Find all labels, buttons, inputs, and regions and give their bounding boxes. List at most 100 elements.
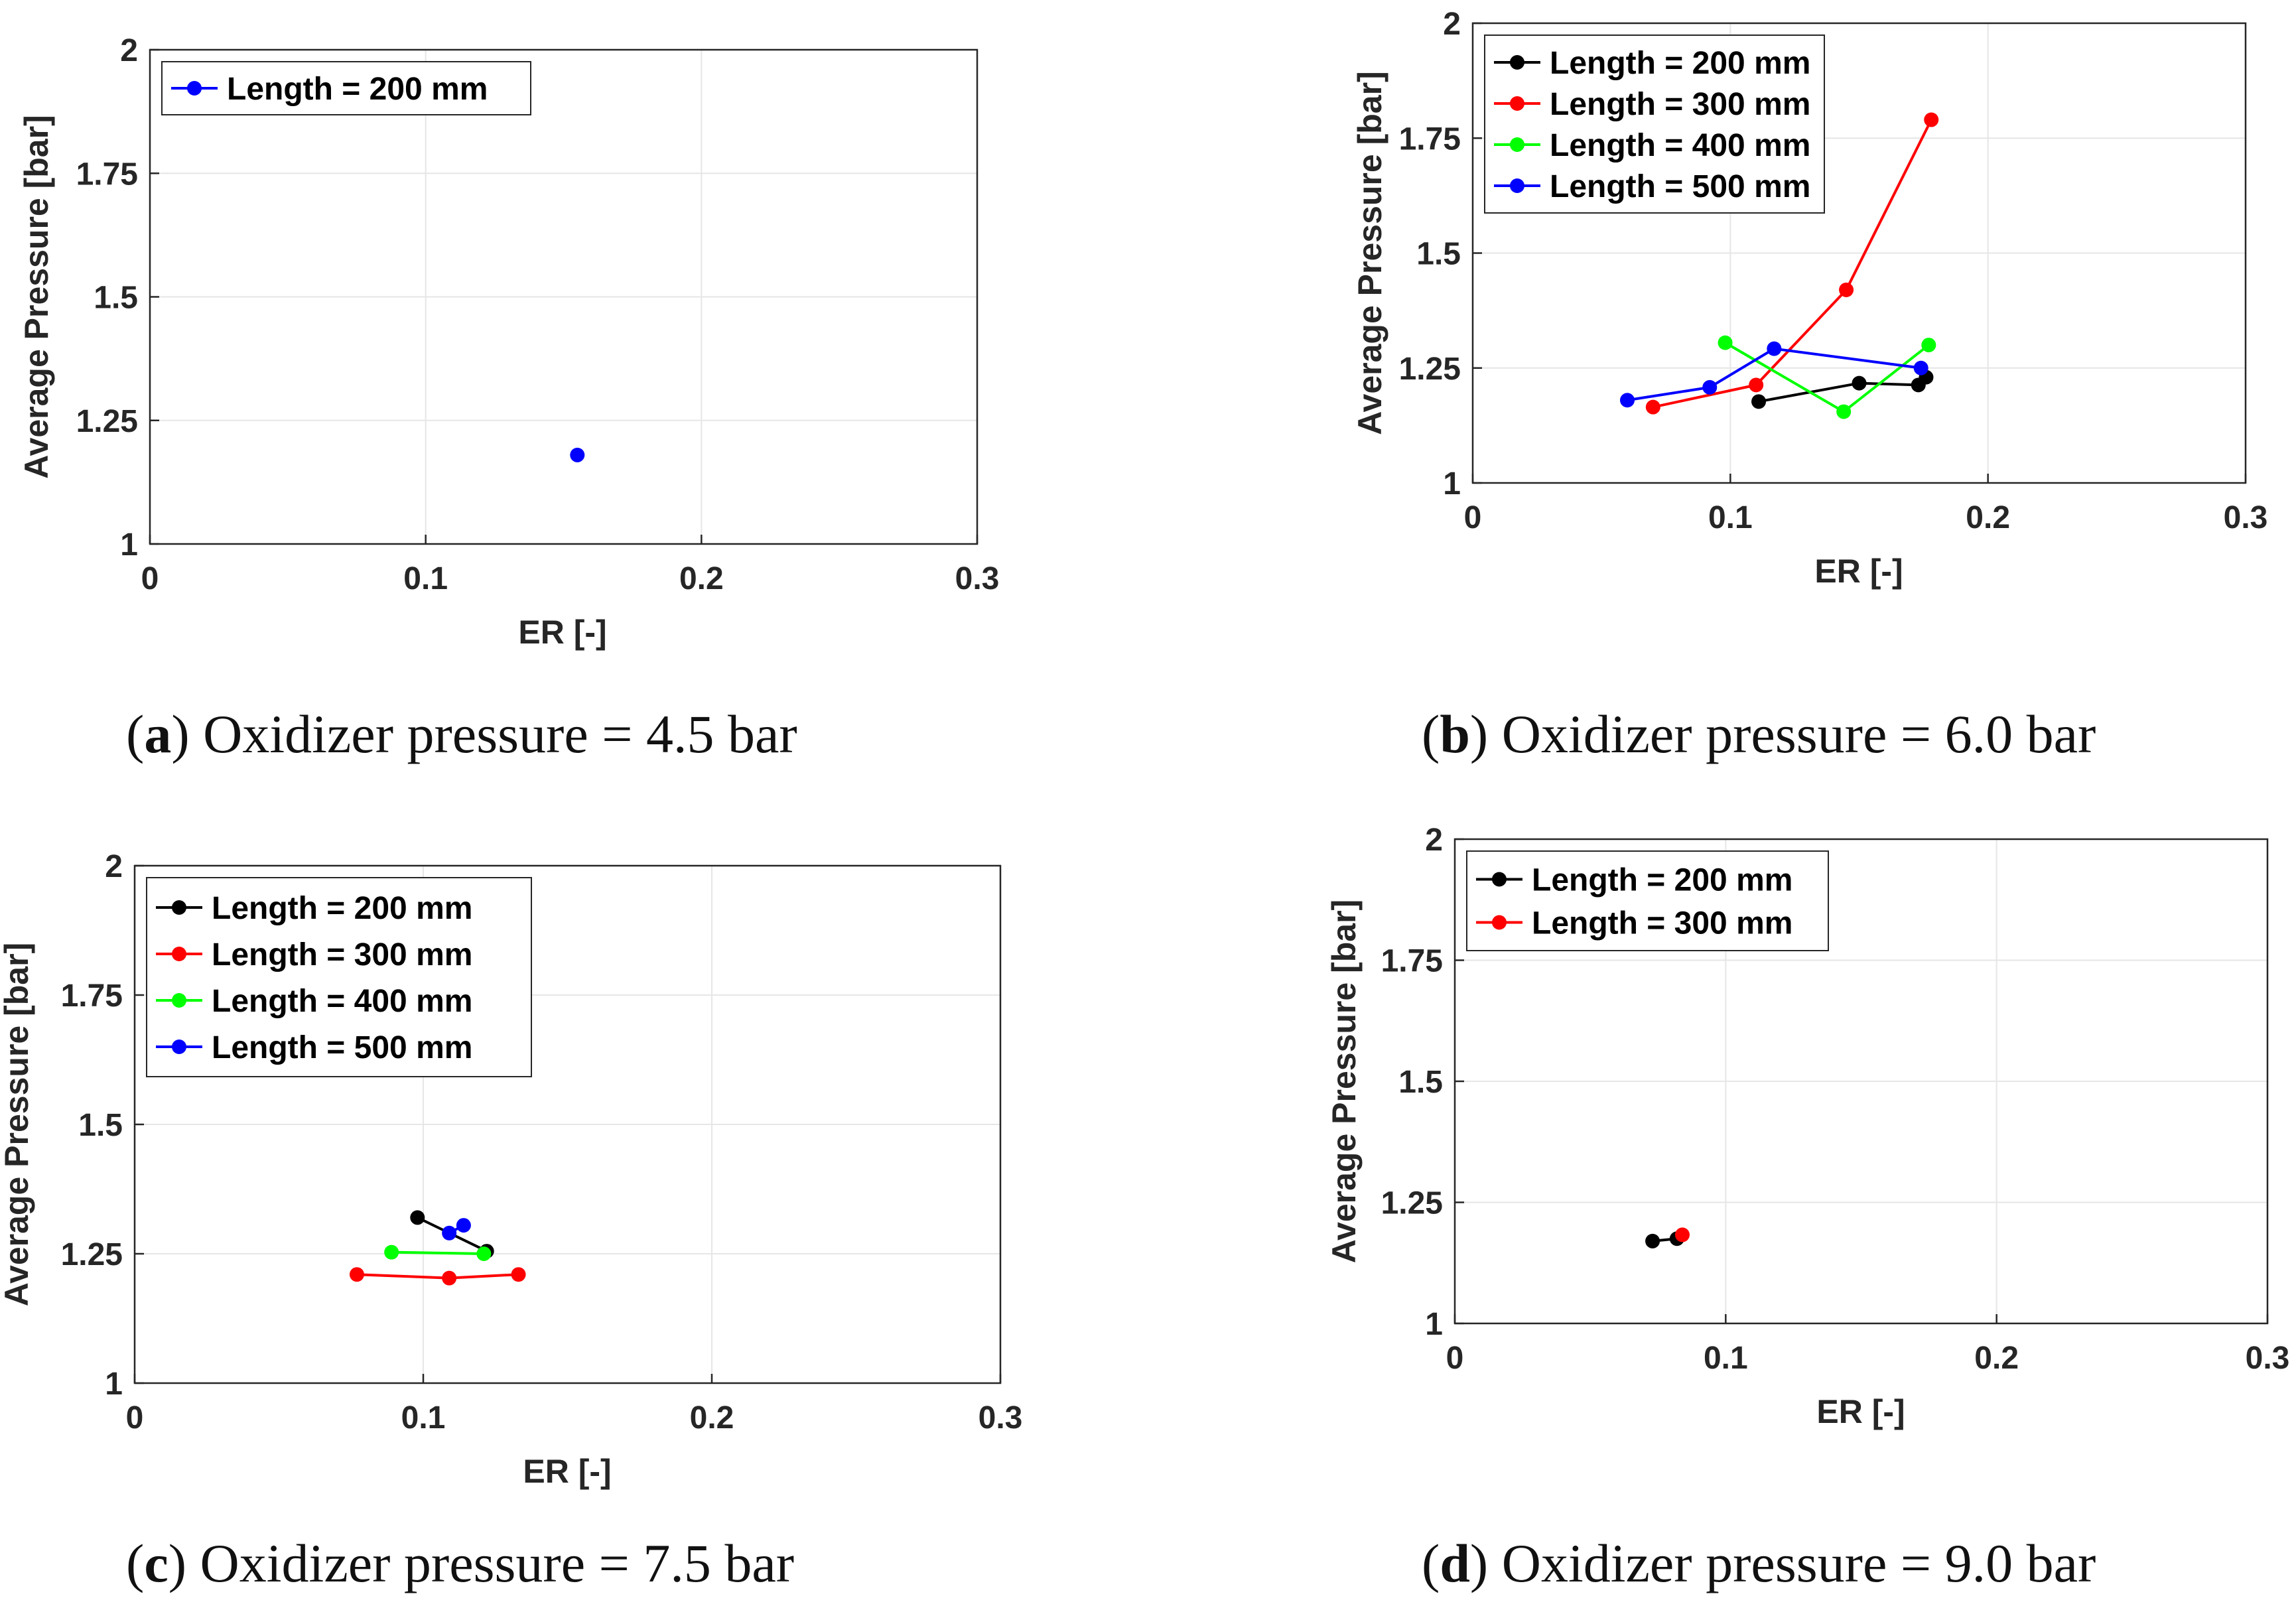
legend-box	[146, 877, 532, 1077]
legend-swatch-marker	[1510, 178, 1524, 193]
legend-swatch-marker	[172, 993, 186, 1008]
y-tick-label: 1	[105, 1367, 123, 1402]
caption-c-letter: c	[144, 1533, 169, 1593]
legend-swatch-marker	[1510, 96, 1524, 111]
data-point	[570, 447, 585, 462]
data-point	[1645, 1233, 1660, 1248]
legend-box	[1484, 34, 1825, 214]
y-tick-label: 1.5	[94, 281, 138, 316]
y-tick-label: 1.25	[76, 404, 138, 439]
y-tick-label: 1.5	[78, 1108, 123, 1143]
y-tick-label: 1.75	[1381, 944, 1443, 979]
legend-box	[161, 61, 531, 115]
data-point	[511, 1267, 526, 1282]
legend-entry-label: Length = 400 mm	[212, 984, 472, 1019]
data-point	[1913, 360, 1928, 375]
series-line-2	[1653, 119, 1933, 409]
data-point	[1751, 394, 1767, 409]
x-tick-label: 0	[1446, 1341, 1464, 1376]
y-tick-label: 1.75	[76, 157, 138, 192]
legend-entry-label: Length = 200 mm	[1550, 46, 1810, 81]
legend-swatch-marker	[172, 1040, 186, 1054]
y-axis-label: Average Pressure [bar]	[1351, 71, 1388, 435]
data-point	[1645, 399, 1660, 415]
x-tick-label: 0	[141, 561, 159, 596]
x-tick-label: 0	[126, 1400, 144, 1436]
y-tick-label: 2	[1443, 7, 1461, 42]
y-tick-label: 1	[120, 527, 138, 563]
legend-swatch-marker	[172, 900, 186, 915]
legend-swatch-marker	[1510, 55, 1524, 70]
caption-a-text: Oxidizer pressure = 4.5 bar	[203, 704, 797, 764]
x-tick-label: 0.1	[1704, 1341, 1748, 1376]
y-axis-label: Average Pressure [bar]	[0, 943, 35, 1306]
y-tick-label: 1	[1425, 1307, 1443, 1342]
data-point	[476, 1246, 492, 1261]
y-tick-label: 1.75	[61, 978, 123, 1014]
caption-c-text: Oxidizer pressure = 7.5 bar	[200, 1533, 795, 1593]
legend-entry-label: Length = 200 mm	[227, 72, 488, 107]
data-point	[456, 1218, 471, 1233]
x-axis-label: ER [-]	[1816, 1393, 1905, 1430]
legend-swatch-marker	[1492, 872, 1507, 887]
chart-a: 0 0.1 0.2 0.3 1 1.25 1.5 1.75 2 ER [-] Average Pre…	[18, 33, 1000, 651]
data-point	[1749, 377, 1764, 393]
legend-entry-label: Length = 300 mm	[1550, 87, 1810, 122]
caption-b: (b) Oxidizer pressure = 6.0 bar	[1422, 704, 2096, 764]
x-tick-label: 0.2	[1966, 500, 2010, 535]
x-axis-label: ER [-]	[1814, 553, 1903, 590]
data-point	[1839, 282, 1854, 297]
data-point	[349, 1267, 364, 1282]
caption-a: (a) Oxidizer pressure = 4.5 bar	[126, 704, 797, 764]
data-point	[442, 1270, 457, 1286]
chart-d: 0 0.1 0.2 0.3 1 1.25 1.5 1.75 2 ER [-] Average Pre…	[1325, 823, 2290, 1430]
caption-a-letter: a	[144, 704, 172, 764]
y-tick-label: 1.5	[1398, 1065, 1443, 1100]
y-tick-label: 2	[105, 849, 123, 884]
caption-d: (d) Oxidizer pressure = 9.0 bar	[1422, 1533, 2096, 1593]
x-tick-label: 0.2	[679, 561, 724, 596]
caption-c: (c) Oxidizer pressure = 7.5 bar	[126, 1533, 795, 1593]
y-tick-label: 1	[1443, 466, 1461, 502]
legend-entry-label: Length = 500 mm	[1550, 169, 1810, 204]
y-tick-label: 1.5	[1416, 237, 1461, 272]
legend-box	[1466, 850, 1829, 951]
x-tick-label: 0.3	[2246, 1341, 2290, 1376]
data-point	[1675, 1227, 1690, 1242]
legend-entry-label: Length = 300 mm	[212, 937, 472, 973]
x-tick-label: 0.1	[403, 561, 448, 596]
series-line-4	[1627, 347, 1921, 402]
data-point	[1620, 393, 1635, 408]
caption-d-letter: d	[1440, 1533, 1470, 1593]
legend-swatch-marker	[187, 81, 202, 96]
caption-b-text: Oxidizer pressure = 6.0 bar	[1501, 704, 2096, 764]
data-point	[1718, 335, 1733, 350]
x-tick-label: 0.3	[955, 561, 1000, 596]
x-tick-label: 0.1	[1708, 500, 1753, 535]
chart-c: 0 0.1 0.2 0.3 1 1.25 1.5 1.75 2 ER [-] Average Pre…	[0, 849, 1023, 1490]
chart-b: 0 0.1 0.2 0.3 1 1.25 1.5 1.75 2 ER [-] Average Pre…	[1351, 7, 2267, 590]
x-tick-label: 0.2	[690, 1400, 734, 1436]
y-axis-label: Average Pressure [bar]	[1325, 900, 1363, 1263]
legend-swatch-marker	[1510, 137, 1524, 152]
legend-entry-label: Length = 200 mm	[1532, 863, 1792, 898]
data-point	[1852, 375, 1867, 391]
x-tick-label: 0.1	[401, 1400, 446, 1436]
y-tick-label: 1.25	[61, 1237, 123, 1272]
data-point	[442, 1225, 457, 1241]
caption-d-text: Oxidizer pressure = 9.0 bar	[1501, 1533, 2096, 1593]
x-tick-label: 0	[1464, 500, 1482, 535]
y-axis-label: Average Pressure [bar]	[18, 115, 55, 478]
x-axis-label: ER [-]	[523, 1453, 611, 1490]
caption-b-letter: b	[1440, 704, 1470, 764]
legend-swatch-marker	[1492, 915, 1507, 930]
x-tick-label: 0.2	[1974, 1341, 2019, 1376]
y-tick-label: 1.75	[1399, 121, 1461, 157]
data-point	[410, 1210, 425, 1225]
x-tick-label: 0.3	[979, 1400, 1023, 1436]
data-point	[1924, 112, 1939, 127]
legend-entry-label: Length = 400 mm	[1550, 128, 1810, 163]
y-tick-label: 2	[120, 33, 138, 68]
data-point	[1921, 338, 1936, 353]
series-line-3	[391, 1250, 484, 1255]
